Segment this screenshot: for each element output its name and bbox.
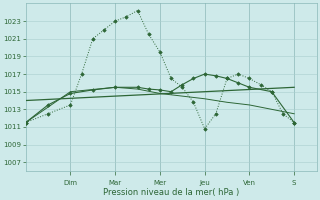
X-axis label: Pression niveau de la mer( hPa ): Pression niveau de la mer( hPa ): [103, 188, 239, 197]
